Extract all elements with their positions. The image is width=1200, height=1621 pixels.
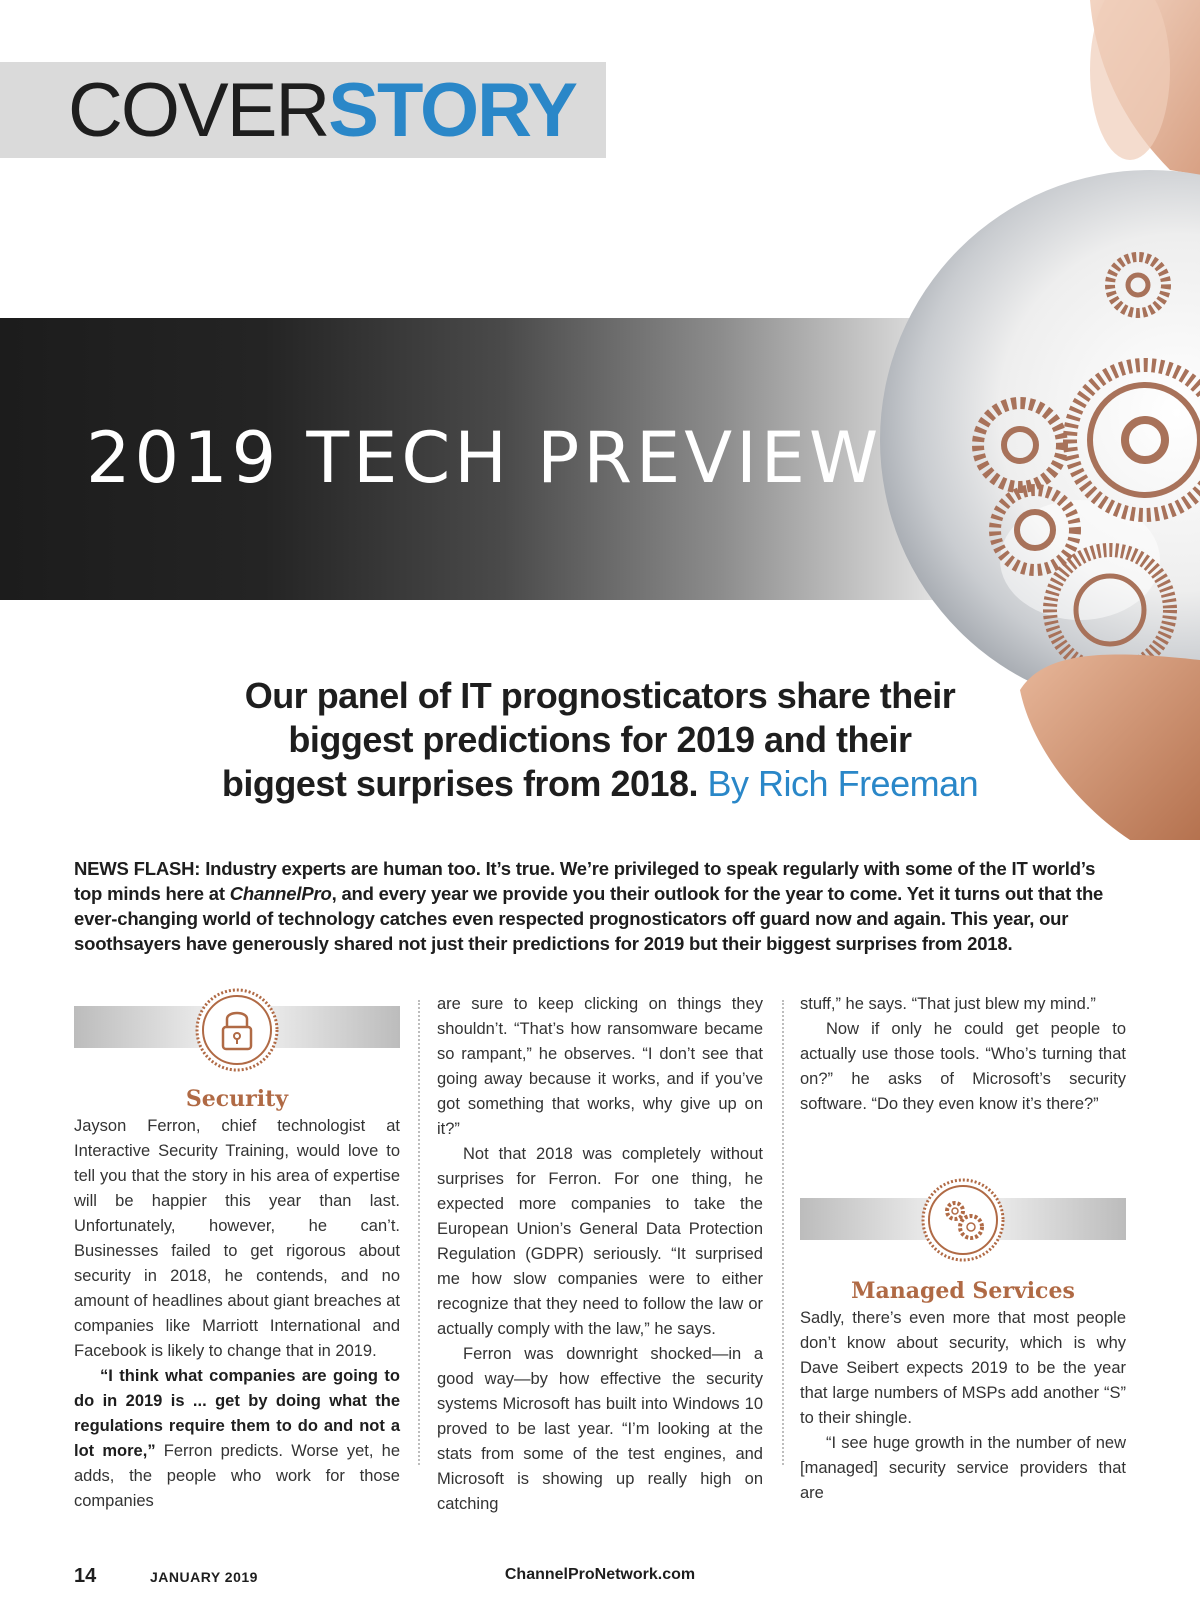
- column-1: Jayson Ferron, chief technologist at Int…: [74, 1114, 400, 1514]
- column-2: are sure to keep clicking on things they…: [437, 992, 763, 1517]
- paragraph: stuff,” he says. “That just blew my mind…: [800, 995, 1096, 1013]
- paragraph: Sadly, there’s even more that most peopl…: [800, 1309, 1126, 1427]
- column-3-continued: Sadly, there’s even more that most peopl…: [800, 1306, 1126, 1506]
- paragraph-text: Ferron predicts. Worse yet, he adds, the…: [74, 1442, 400, 1510]
- bottom-finger: [1020, 654, 1200, 840]
- paragraph: “I see huge growth in the number of new …: [800, 1434, 1126, 1502]
- lead-paragraph: NEWS FLASH: Industry experts are human t…: [74, 856, 1126, 956]
- deck-line: biggest predictions for 2019 and their: [288, 719, 912, 760]
- paragraph: Ferron was downright shocked—in a good w…: [437, 1345, 763, 1513]
- pull-quote: “I think what companies are going to do …: [74, 1367, 400, 1460]
- paragraph: are sure to keep clicking on things they…: [437, 995, 763, 1138]
- lead-text: , and every year we provide you their ou…: [74, 883, 1104, 954]
- website: ChannelProNetwork.com: [504, 1566, 696, 1583]
- paragraph: Jayson Ferron, chief technologist at Int…: [74, 1117, 400, 1360]
- publication-name: ChannelPro: [229, 883, 332, 904]
- column-divider: [782, 1000, 784, 1465]
- deck-line-with-byline: biggest surprises from 2018. By Rich Fre…: [150, 762, 1050, 806]
- column-divider: [418, 1000, 420, 1465]
- gears-icon: [921, 1178, 1005, 1262]
- cover-story-banner: [0, 62, 606, 158]
- cover-story-label: COVERSTORY: [68, 68, 578, 154]
- managed-services-heading: Managed Services: [851, 1278, 1075, 1304]
- page-number: 14: [74, 1565, 97, 1587]
- deck-line: Our panel of IT prognosticators share th…: [244, 675, 956, 716]
- paragraph: Now if only he could get people to actua…: [800, 1020, 1126, 1113]
- cover-word: COVER: [68, 68, 330, 153]
- article-title: 2019 TECH PREVIEW:: [86, 417, 906, 499]
- crystal-ball-image: [880, 0, 1200, 840]
- article-deck: Our panel of IT prognosticators share th…: [150, 674, 1050, 806]
- lead-text: NEWS FLASH: Industry experts are human t…: [74, 858, 1096, 904]
- paragraph: Not that 2018 was completely without sur…: [437, 1145, 763, 1338]
- byline: By Rich Freeman: [707, 763, 979, 804]
- column-3: stuff,” he says. “That just blew my mind…: [800, 992, 1126, 1117]
- crystal-ball-illustration: [880, 0, 1200, 840]
- orb: [880, 170, 1200, 710]
- issue-date: JANUARY 2019: [150, 1569, 258, 1585]
- gear-cluster: [972, 252, 1200, 677]
- deck-line: biggest surprises from 2018.: [221, 763, 699, 804]
- story-word: STORY: [328, 68, 578, 153]
- security-heading: Security: [185, 1086, 289, 1112]
- padlock-icon: [195, 988, 279, 1072]
- paragraph: “I think what companies are going to do …: [74, 1364, 400, 1514]
